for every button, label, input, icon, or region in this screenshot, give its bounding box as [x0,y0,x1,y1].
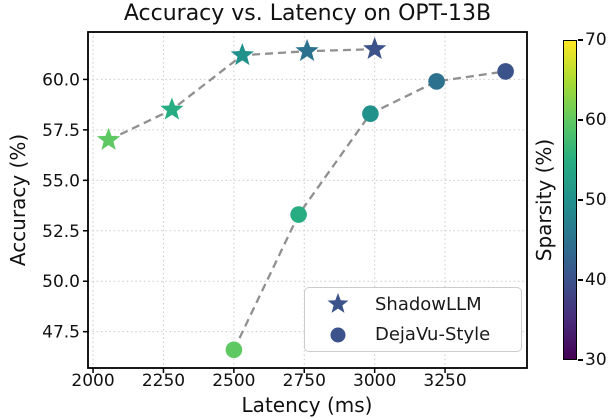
colorbar-tick-mark [578,359,583,361]
scatter-point-circle [225,341,243,359]
x-tick-label: 2750 [283,371,326,391]
x-tick-label: 2500 [212,371,255,391]
scatter-point-star [160,97,184,120]
scatter-point-star [363,36,387,60]
colorbar-tick-mark [578,119,583,121]
colorbar-tick-mark [578,279,583,281]
x-tick-label: 3250 [423,371,466,391]
legend-label-shadowllm: ShadowLLM [375,293,482,315]
legend-label-dejavu: DejaVu-Style [375,324,491,346]
y-tick-label: 57.5 [42,121,80,141]
y-tick-label: 60.0 [42,70,80,90]
colorbar-tick-mark [578,199,583,201]
y-tick-label: 47.5 [42,323,80,343]
y-tick-label: 50.0 [42,272,80,292]
x-tick-label: 2000 [71,371,114,391]
series-connector-star [108,48,375,142]
scatter-point-star [295,38,319,62]
x-tick-label: 3000 [353,371,396,391]
legend-item-dejavu: DejaVu-Style [305,320,521,349]
plot-border [87,31,528,369]
scatter-point-circle [428,73,445,90]
colorbar-tick-label: 40 [585,270,607,290]
colorbar-tick-label: 50 [585,190,607,210]
colorbar-tick-label: 70 [585,30,607,50]
y-axis-label: Accuracy (%) [6,133,30,267]
scatter-point-circle [362,105,379,122]
colorbar-tick-label: 30 [585,350,607,370]
legend-item-shadowllm: ShadowLLM [305,290,521,319]
x-axis-label: Latency (ms) [241,393,373,417]
colorbar-tick-label: 60 [585,110,607,130]
star-icon [319,292,357,316]
scatter-point-star [96,127,121,150]
scatter-point-circle [290,206,307,223]
colorbar-gradient [563,40,577,360]
chart-title: Accuracy vs. Latency on OPT-13B [123,1,492,26]
legend: ShadowLLM DejaVu-Style [304,287,522,352]
colorbar-tick-mark [578,39,583,41]
x-tick-label: 2250 [142,371,185,391]
y-tick-label: 55.0 [42,171,80,191]
scatter-point-circle [497,63,514,80]
colorbar-label: Sparsity (%) [532,138,556,262]
y-tick-label: 52.5 [42,222,80,242]
scatter-point-star [230,43,254,66]
circle-icon [319,323,357,347]
